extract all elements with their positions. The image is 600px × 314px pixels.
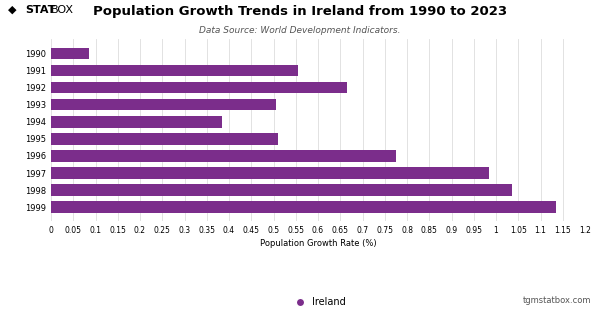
Bar (51, 99, 276, 111)
Text: ◆: ◆ (8, 5, 20, 15)
Bar (51, 65, 298, 76)
Text: tgmstatbox.com: tgmstatbox.com (523, 295, 591, 305)
Text: Population Growth Trends in Ireland from 1990 to 2023: Population Growth Trends in Ireland from… (93, 5, 507, 18)
Bar (51, 167, 490, 179)
Bar (51, 47, 89, 59)
Bar (51, 150, 396, 162)
Text: Data Source: World Development Indicators.: Data Source: World Development Indicator… (199, 26, 401, 35)
Text: STAT: STAT (25, 5, 56, 15)
Legend: Ireland: Ireland (286, 294, 350, 311)
X-axis label: Population Growth Rate (%): Population Growth Rate (%) (260, 239, 376, 248)
Bar (51, 184, 512, 196)
Bar (51, 133, 278, 145)
Bar (51, 202, 556, 213)
Bar (51, 116, 223, 127)
Bar (51, 82, 347, 93)
Text: BOX: BOX (51, 5, 74, 15)
